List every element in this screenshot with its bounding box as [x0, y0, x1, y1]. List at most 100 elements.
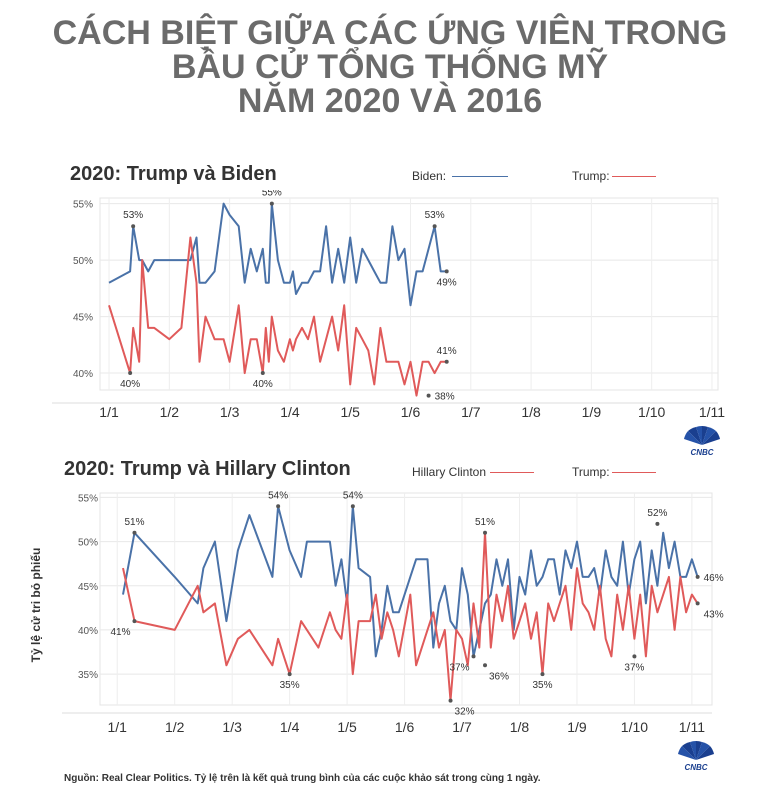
data-label: 51%: [475, 517, 495, 528]
x-tick-label: 1/2: [160, 404, 180, 420]
y-tick-label: 55%: [78, 493, 98, 504]
annotation-dot: [426, 393, 431, 398]
data-label: 52%: [647, 508, 667, 519]
x-tick-label: 1/10: [638, 404, 665, 420]
peacock-icon: CNBC: [684, 425, 720, 457]
x-tick-label: 1/6: [395, 719, 415, 735]
series-line-red: [122, 531, 699, 702]
annotation-dot: [483, 663, 488, 668]
x-tick-label: 1/3: [222, 719, 242, 735]
chart1-legend-trump-label: Trump:: [572, 169, 610, 183]
series-line-red: [108, 236, 447, 397]
data-label: 53%: [123, 210, 143, 221]
y-tick-label: 55%: [73, 200, 93, 211]
series-line-blue: [108, 202, 447, 307]
x-tick-label: 1/7: [461, 404, 481, 420]
annotation-dot: [448, 698, 453, 703]
annotation-dot: [483, 530, 488, 535]
plot-frame: [99, 492, 713, 706]
y-tick-label: 50%: [78, 538, 98, 549]
title-line-1: CÁCH BIỆT GIỮA CÁC ỨNG VIÊN TRONG: [52, 14, 728, 52]
logo-text-1: CNBC: [690, 448, 713, 457]
chart2-svg: 35% 40% 45% 50% 55% 1/1 1/2 1/3 1/4 1/5 1/6 1/7 1/8 1…: [62, 490, 724, 735]
chart2-title: 2020: Trump và Hillary Clinton: [64, 458, 351, 480]
chart2-legend-trump-label: Trump:: [572, 465, 610, 479]
y-tick-label: 45%: [78, 582, 98, 593]
annotation-dot: [350, 504, 355, 509]
y-tick-label: 40%: [73, 369, 93, 380]
y-tick-label: 40%: [78, 626, 98, 637]
annotation-dot: [444, 269, 449, 274]
main-title: CÁCH BIỆT GIỮA CÁC ỨNG VIÊN TRONG BẦU CỬ…: [0, 16, 780, 118]
x-tick-label: 1/11: [699, 404, 725, 420]
annotation-dot: [269, 201, 274, 206]
data-label: 46%: [704, 573, 724, 584]
data-label: 36%: [489, 671, 509, 682]
x-tick-label: 1/10: [621, 719, 648, 735]
data-label: 51%: [124, 517, 144, 528]
x-tick-label: 1/9: [567, 719, 587, 735]
annotation-dot: [132, 619, 137, 624]
x-tick-label: 1/2: [165, 719, 185, 735]
chart2-ylabel-wrap: Tỷ lệ cử tri bỏ phiếu: [29, 548, 43, 663]
x-tick-label: 1/4: [280, 404, 300, 420]
y-tick-label: 50%: [73, 256, 93, 267]
x-tick-label: 1/8: [521, 404, 541, 420]
annotation-dot: [471, 654, 476, 659]
chart1-legend-trump: Trump:: [572, 169, 656, 183]
data-label: 35%: [532, 680, 552, 691]
data-label: 40%: [253, 379, 273, 390]
data-label: 40%: [120, 379, 140, 390]
chart1-legend-trump-swatch: [611, 176, 656, 178]
chart1-title: 2020: Trump và Biden: [70, 163, 277, 185]
data-label: 54%: [268, 490, 288, 501]
plot-frame: [99, 197, 719, 391]
cnbc-logo-1: CNBC: [680, 423, 724, 457]
title-line-2: BẦU CỬ TỔNG THỐNG MỸ: [171, 48, 609, 86]
x-tick-label: 1/11: [679, 719, 705, 735]
x-tick-label: 1/5: [340, 404, 360, 420]
chart2-ylabel: Tỷ lệ cử tri bỏ phiếu: [29, 548, 43, 663]
annotation-dot: [540, 672, 545, 677]
cnbc-logo-2: CNBC: [674, 738, 718, 772]
title-line-3: NĂM 2020 VÀ 2016: [237, 82, 543, 120]
annotation-dot: [632, 654, 637, 659]
annotation-dot: [287, 672, 292, 677]
data-label: 55%: [262, 190, 282, 199]
data-label: 37%: [450, 662, 470, 673]
x-tick-label: 1/4: [280, 719, 300, 735]
data-label: 41%: [437, 346, 457, 357]
chart2-legend-clinton: Hillary Clinton: [412, 465, 535, 479]
data-label: 37%: [624, 662, 644, 673]
chart2-legend-clinton-swatch: [490, 472, 535, 474]
chart1-svg: 40% 45% 50% 55% 1/1 1/2 1/3 1/4 1/5 1/6 1/7 1/8 1/9 1…: [52, 190, 725, 420]
annotation-dot: [695, 574, 700, 579]
chart1-legend-biden: Biden:: [412, 169, 509, 183]
y-tick-label: 45%: [73, 313, 93, 324]
annotation-dot: [276, 504, 281, 509]
x-tick-label: 1/1: [99, 404, 119, 420]
annotation-dot: [131, 224, 136, 229]
data-label: 53%: [425, 210, 445, 221]
x-tick-label: 1/7: [452, 719, 472, 735]
x-tick-label: 1/8: [510, 719, 530, 735]
x-tick-label: 1/1: [108, 719, 128, 735]
chart1-legend-biden-swatch: [452, 176, 509, 178]
x-tick-label: 1/3: [220, 404, 240, 420]
data-label: 32%: [455, 707, 475, 718]
chart2-legend-trump-swatch: [611, 472, 656, 474]
logo-text-2: CNBC: [684, 763, 707, 772]
annotation-dot: [128, 371, 133, 376]
source-note: Nguồn: Real Clear Politics. Tỷ lệ trên l…: [64, 773, 541, 784]
data-label: 35%: [280, 680, 300, 691]
x-tick-label: 1/9: [582, 404, 602, 420]
annotation-dot: [444, 359, 449, 364]
x-tick-label: 1/6: [401, 404, 421, 420]
annotation-dot: [132, 530, 137, 535]
annotation-dot: [695, 601, 700, 606]
chart2-legend-trump: Trump:: [572, 465, 656, 479]
chart2-legend-clinton-label: Hillary Clinton: [412, 465, 487, 479]
y-tick-label: 35%: [78, 670, 98, 681]
series-line-blue: [122, 505, 699, 658]
annotation-dot: [432, 224, 437, 229]
